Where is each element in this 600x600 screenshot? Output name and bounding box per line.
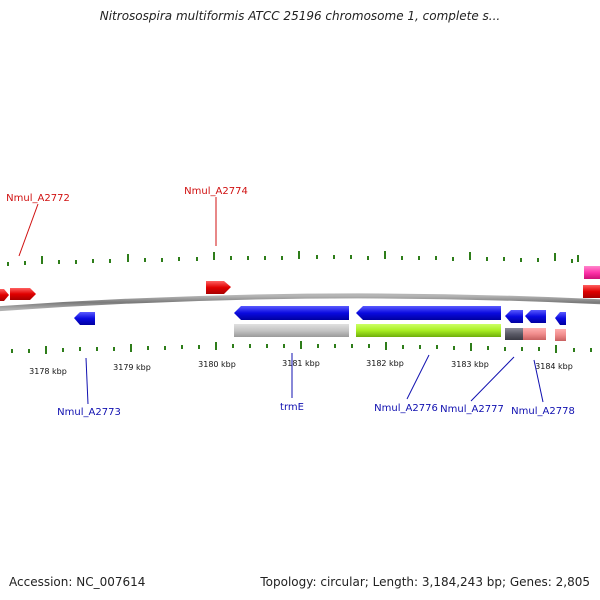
- gene-arrow-forward[interactable]: [10, 288, 36, 300]
- gene-arrow-reverse[interactable]: [356, 306, 501, 320]
- accession-label: Accession: NC_007614: [9, 575, 146, 589]
- gene-arrow-reverse[interactable]: [74, 312, 95, 325]
- axis-tick-label: 3179 kbp: [113, 363, 151, 372]
- gene-label-reverse[interactable]: Nmul_A2773: [57, 407, 121, 418]
- gene-label-forward[interactable]: Nmul_A2772: [6, 193, 70, 204]
- gene-arrow-reverse[interactable]: [234, 306, 349, 320]
- gene-arrow-reverse[interactable]: [505, 310, 523, 323]
- reverse-strand-genes: [74, 306, 566, 325]
- tick-marks-bottom: [11, 341, 592, 354]
- feature-bar-dark[interactable]: [505, 328, 523, 340]
- gene-label-reverse[interactable]: Nmul_A2778: [511, 406, 575, 417]
- topology-summary: Topology: circular; Length: 3,184,243 bp…: [260, 575, 590, 589]
- gene-arrow-forward[interactable]: [584, 266, 600, 279]
- gene-arrow-forward[interactable]: [583, 285, 600, 298]
- gene-label-forward[interactable]: Nmul_A2774: [184, 186, 248, 197]
- gene-arrow-reverse[interactable]: [525, 310, 546, 323]
- map-title: Nitrosospira multiformis ATCC 25196 chro…: [99, 9, 501, 23]
- feature-bars: [234, 324, 566, 341]
- label-leader-lines: [18, 197, 544, 405]
- feature-bar-salmon[interactable]: [523, 328, 546, 340]
- axis-tick-label: 3178 kbp: [29, 367, 67, 376]
- axis-tick-label: 3183 kbp: [451, 360, 489, 369]
- gene-arrow-reverse[interactable]: [555, 312, 566, 325]
- feature-bar-grey[interactable]: [234, 324, 349, 337]
- tick-marks-top: [7, 251, 579, 266]
- feature-bar-green[interactable]: [356, 324, 501, 337]
- gene-label-reverse[interactable]: Nmul_A2776: [374, 403, 438, 414]
- forward-strand-genes: [0, 266, 600, 301]
- axis-tick-label: 3182 kbp: [366, 359, 404, 368]
- axis-tick-label: 3181 kbp: [282, 359, 320, 368]
- chromosome-backbone: [0, 293, 600, 312]
- gene-label-reverse[interactable]: Nmul_A2777: [440, 404, 504, 415]
- feature-bar-salmon[interactable]: [555, 329, 566, 341]
- axis-tick-label: 3180 kbp: [198, 360, 236, 369]
- gene-label-reverse[interactable]: trmE: [280, 402, 304, 413]
- axis-tick-label: 3184 kbp: [535, 362, 573, 371]
- gene-arrow-forward[interactable]: [0, 289, 9, 301]
- gene-arrow-forward[interactable]: [206, 281, 231, 294]
